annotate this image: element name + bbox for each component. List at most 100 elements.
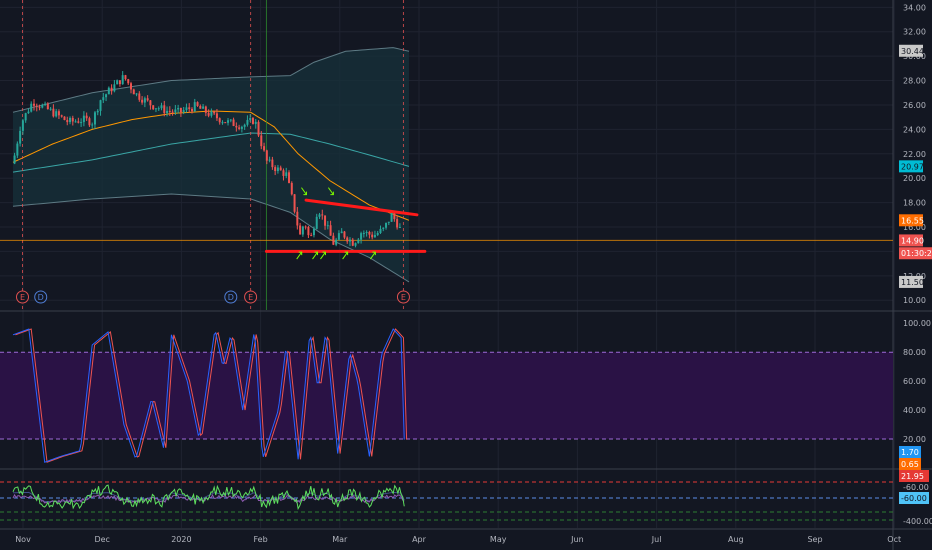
candle-body [138, 93, 141, 100]
candle-body [301, 226, 304, 235]
oscillator-label-bg [899, 492, 929, 504]
candle-body [16, 143, 19, 156]
badge-label: E [401, 293, 406, 302]
trendline [304, 198, 419, 217]
candle-body [160, 105, 163, 109]
candle-body [268, 159, 271, 161]
price-tick-label: 34.00 [903, 3, 926, 12]
badge-circle [244, 290, 258, 304]
candle-body [63, 116, 66, 121]
candle-body [44, 103, 47, 105]
stochastic-value-label: 0.65 [899, 458, 921, 470]
bollinger-lower-band [12, 193, 410, 283]
candle-body [240, 126, 243, 129]
candle-body [254, 121, 257, 124]
candle-body [179, 107, 182, 113]
time-tick-label: 2020 [171, 535, 191, 544]
candle-body [210, 111, 213, 116]
arrow-shaft [342, 251, 349, 260]
candle-body [379, 228, 382, 233]
candle-body [271, 159, 274, 168]
badge-circle [16, 290, 30, 304]
arrow-mark [296, 251, 303, 260]
candle-body [60, 115, 63, 117]
badge-label: D [228, 293, 234, 302]
bollinger-upper-band [12, 47, 410, 113]
arrow-head [298, 251, 303, 256]
oscillator-value-label: 21.95 [899, 470, 929, 482]
stochastic-panel [0, 328, 893, 463]
candle-body [274, 167, 277, 172]
oscillator-green-line [12, 484, 405, 511]
candle-body [340, 231, 343, 234]
time-axis: NovDec2020FebMarAprMayJunJulAugSepOctNov [15, 535, 901, 544]
candle-body [304, 226, 307, 228]
candle-body [69, 117, 72, 123]
candle-body [166, 110, 169, 114]
candle-body [385, 222, 388, 228]
candle-body [82, 115, 85, 123]
candle-body [132, 89, 135, 95]
arrow-head [330, 191, 334, 196]
moving-average-teal [12, 132, 410, 173]
candle-body [249, 118, 252, 120]
candle-body [232, 119, 235, 126]
candle-body [154, 108, 157, 110]
candle-body [215, 113, 218, 119]
candle-body [387, 221, 390, 223]
candle-body [396, 219, 399, 228]
price-label-text: 01:30:22 [901, 249, 932, 258]
stochastic-label-bg [899, 446, 921, 458]
stochastic-d-line [15, 328, 408, 463]
candle-body [146, 98, 149, 101]
candle-body [202, 106, 205, 109]
candle-body [57, 111, 60, 116]
candle-body [326, 225, 329, 227]
candle-body [105, 94, 108, 98]
candle-body [307, 226, 310, 236]
arrow-shaft [327, 187, 334, 195]
time-tick-label: Feb [254, 535, 268, 544]
candle-body [196, 102, 199, 106]
time-tick-label: Jul [651, 535, 662, 544]
price-label-text: 16.55 [901, 216, 924, 225]
candle-body [337, 233, 340, 240]
stochastic-label-bg [899, 458, 921, 470]
stochastic-band-fill [0, 352, 893, 440]
dividend-badge: D [224, 290, 238, 304]
candle-body [229, 119, 232, 121]
candle-body [376, 232, 379, 235]
price-tick-label: 24.00 [903, 125, 926, 134]
candle-body [171, 111, 174, 113]
price-label-text: 14.90 [901, 236, 924, 245]
candle-body [35, 105, 38, 107]
candle-body [71, 117, 74, 122]
price-label: 30.44 [899, 44, 924, 57]
arrow-mark [369, 251, 376, 260]
price-label-bg [899, 247, 932, 260]
candle-body [66, 120, 69, 123]
candle-body [285, 172, 288, 176]
price-label-bg [899, 275, 923, 288]
candle-body [335, 239, 338, 245]
time-tick-label: Oct [887, 535, 901, 544]
candle-body [135, 93, 138, 95]
oscillator-tick-label: -400.00 [903, 517, 932, 526]
price-label: 14.90 [899, 234, 924, 247]
candle-body [41, 104, 44, 108]
candle-body [315, 216, 318, 229]
arrow-mark [320, 251, 326, 260]
candle-body [288, 172, 291, 183]
candle-body [38, 106, 41, 108]
candle-body [91, 124, 94, 126]
candle-body [299, 225, 302, 235]
candle-body [354, 243, 357, 246]
price-label: 16.55 [899, 214, 924, 227]
arrow-mark [342, 251, 349, 260]
price-tick-label: 10.00 [903, 296, 926, 305]
candle-body [163, 105, 166, 114]
candle-body [221, 122, 224, 124]
candle-body [290, 182, 293, 195]
candle-body [390, 212, 393, 222]
time-tick-label: Apr [412, 535, 427, 544]
